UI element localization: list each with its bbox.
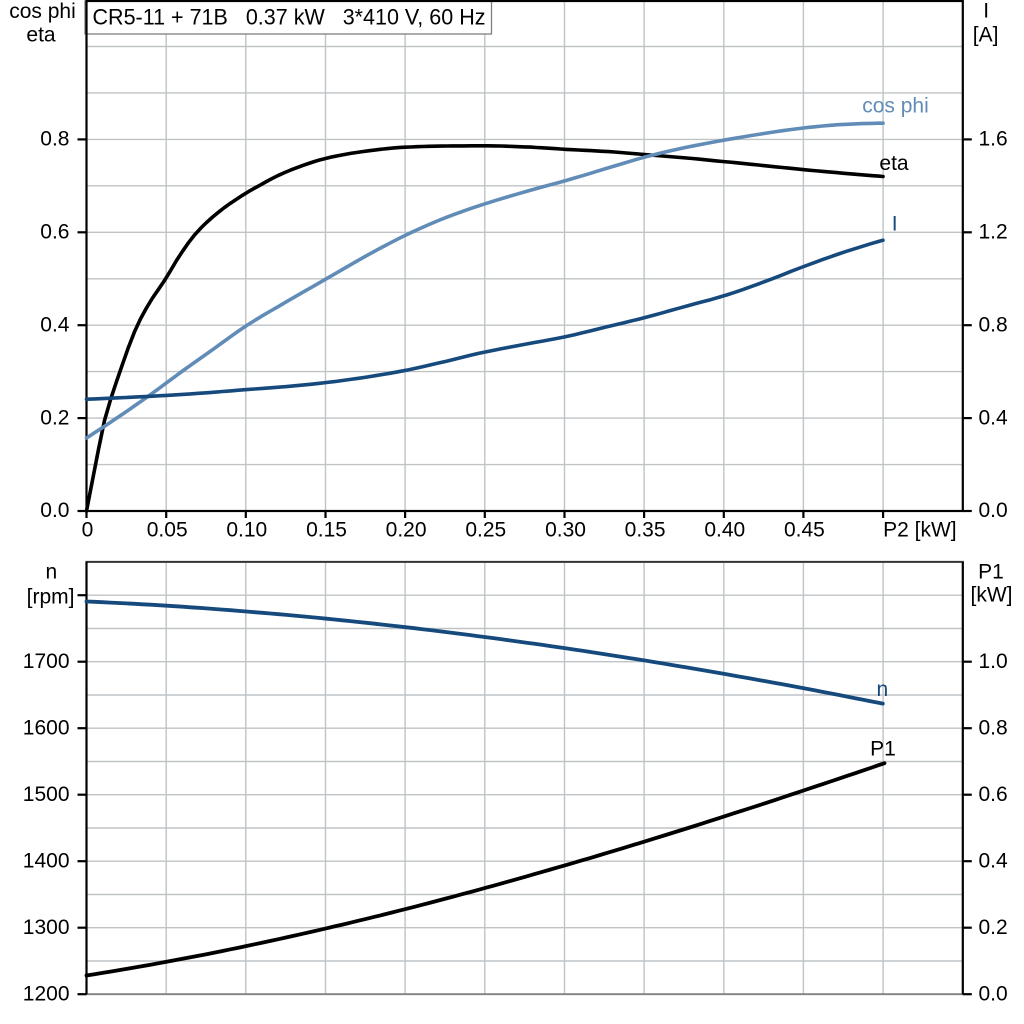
svg-text:n: n bbox=[45, 561, 57, 584]
svg-text:1200: 1200 bbox=[23, 982, 70, 1005]
svg-text:0.4: 0.4 bbox=[40, 313, 70, 336]
svg-text:1300: 1300 bbox=[23, 916, 70, 939]
svg-text:0.6: 0.6 bbox=[979, 783, 1008, 806]
svg-text:cos phi: cos phi bbox=[862, 94, 929, 117]
svg-text:1.2: 1.2 bbox=[979, 221, 1008, 244]
svg-text:P2 [kW]: P2 [kW] bbox=[883, 519, 957, 542]
svg-text:I: I bbox=[892, 213, 898, 236]
svg-text:I: I bbox=[983, 0, 989, 23]
svg-text:P1: P1 bbox=[978, 561, 1004, 584]
svg-text:0.05: 0.05 bbox=[147, 519, 188, 542]
svg-text:0.10: 0.10 bbox=[226, 519, 267, 542]
svg-text:1700: 1700 bbox=[23, 650, 70, 673]
svg-text:0.0: 0.0 bbox=[979, 499, 1008, 522]
svg-text:eta: eta bbox=[879, 152, 909, 175]
svg-text:0.15: 0.15 bbox=[306, 519, 347, 542]
svg-text:0.0: 0.0 bbox=[40, 499, 69, 522]
svg-text:1.0: 1.0 bbox=[979, 650, 1008, 673]
svg-text:[A]: [A] bbox=[973, 23, 999, 46]
svg-text:0.2: 0.2 bbox=[40, 406, 69, 429]
svg-text:1600: 1600 bbox=[23, 716, 70, 739]
svg-text:0: 0 bbox=[82, 519, 94, 542]
svg-text:0.6: 0.6 bbox=[40, 221, 69, 244]
svg-text:CR5-11 + 71B 0.37 kW 3*410: CR5-11 + 71B 0.37 kW 3*410 V, 60 Hz bbox=[93, 5, 486, 30]
svg-text:0.30: 0.30 bbox=[545, 519, 586, 542]
svg-text:0.4: 0.4 bbox=[979, 849, 1009, 872]
svg-text:0.0: 0.0 bbox=[979, 982, 1008, 1005]
svg-text:0.40: 0.40 bbox=[704, 519, 745, 542]
svg-text:P1: P1 bbox=[870, 738, 896, 761]
svg-text:eta: eta bbox=[26, 24, 56, 47]
svg-text:1.6: 1.6 bbox=[979, 128, 1008, 151]
svg-text:0.4: 0.4 bbox=[979, 406, 1009, 429]
svg-text:0.25: 0.25 bbox=[465, 519, 506, 542]
svg-text:n: n bbox=[876, 678, 888, 701]
svg-text:1400: 1400 bbox=[23, 849, 70, 872]
svg-text:0.8: 0.8 bbox=[979, 716, 1008, 739]
svg-text:1500: 1500 bbox=[23, 783, 70, 806]
svg-text:[rpm]: [rpm] bbox=[27, 585, 75, 608]
svg-text:0.35: 0.35 bbox=[625, 519, 666, 542]
svg-text:0.8: 0.8 bbox=[979, 313, 1008, 336]
svg-text:[kW]: [kW] bbox=[971, 584, 1013, 607]
svg-text:0.8: 0.8 bbox=[40, 128, 69, 151]
svg-text:0.20: 0.20 bbox=[386, 519, 427, 542]
svg-text:0.45: 0.45 bbox=[784, 519, 825, 542]
svg-text:0.2: 0.2 bbox=[979, 916, 1008, 939]
svg-text:cos phi: cos phi bbox=[9, 0, 76, 23]
